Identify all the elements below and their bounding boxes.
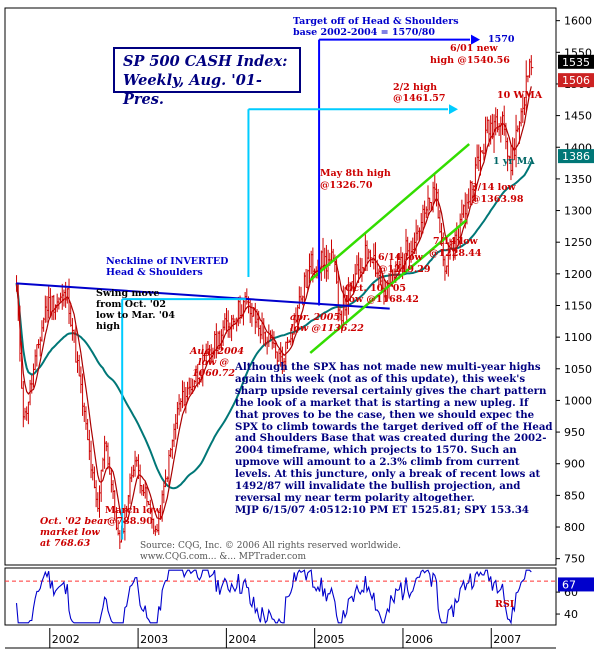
price-badge-bg: [558, 54, 594, 69]
jun01-high-label-1: 6/01 new: [450, 43, 499, 54]
target-label-line1: Target off of Head & Shoulders: [293, 16, 459, 27]
jun14-low-label-1: 6/14 low: [378, 252, 424, 263]
rsi-label: RSI: [495, 599, 515, 610]
rsi-line: [15, 569, 532, 625]
price-tick-label: 1200: [564, 268, 592, 281]
price-tick-label: 1100: [564, 331, 592, 344]
ma-badge: 1386: [562, 150, 590, 163]
source-line1: Source: CQG, Inc. © 2006 All rights rese…: [140, 541, 401, 551]
price-tick-label: 1350: [564, 173, 592, 186]
neckline-label-2: Head & Shoulders: [106, 267, 203, 278]
neckline-line: [16, 282, 390, 310]
channel-upper-line: [309, 143, 470, 282]
price-tick-label: 1450: [564, 110, 592, 123]
wma-badge-bg: [558, 73, 594, 88]
price-tick-label: 1300: [564, 205, 592, 218]
timestamp: 12:10 PM ET 1525.81; SPY 153.34: [333, 503, 530, 516]
rsi-panel-border: [4, 567, 557, 626]
price-tick-label: 950: [564, 426, 585, 439]
source-credit: Source: CQG, Inc. © 2006 All rights rese…: [140, 541, 401, 563]
neckline-label-1: Neckline of INVERTED: [106, 256, 228, 267]
may8-high-label-1: May 8th high: [320, 168, 391, 179]
mar14-low-label-1: 3/14 low: [471, 182, 517, 193]
price-badge: 1535: [562, 56, 590, 69]
jul14-low-label-2: @1228.44: [429, 248, 482, 259]
price-tick-label: 1250: [564, 236, 592, 249]
time-axis: 2002 2003 2004 2005 2006 2007: [49, 628, 521, 648]
oct10-low-label-1: Oct. 10, '05: [345, 283, 406, 294]
commentary-body: Although the SPX has not made new multi-…: [235, 361, 553, 504]
channel-lower-line: [309, 219, 468, 354]
source-line2: www.CQG.com... &... MPTrader.com: [140, 552, 306, 562]
rsi-badge: 67: [562, 578, 576, 591]
aug04-low-label-2: low @: [198, 357, 229, 368]
year-tick-label: 2002: [52, 633, 80, 646]
year-tick-label: 2004: [228, 633, 256, 646]
wma-badge: 1506: [562, 74, 590, 87]
signature: MJP 6/15/07 4:05: [235, 503, 334, 516]
commentary-text: Although the SPX has not made new multi-…: [235, 361, 555, 517]
rsi-tick-label: 40: [564, 608, 578, 621]
swing-label-2: from Oct. '02: [96, 299, 166, 310]
commentary-signature: MJP 6/15/07 4:0512:10 PM ET 1525.81; SPY…: [235, 503, 555, 517]
oct02-low-label-1: Oct. '02 bear: [40, 516, 109, 527]
year-tick-label: 2006: [405, 633, 433, 646]
swing-label-1: Swing move: [96, 288, 159, 299]
may8-high-label-2: @1326.70: [320, 180, 373, 191]
oct02-low-label-3: at 768.63: [40, 538, 91, 549]
chart-title-line1: SP 500 CASH Index:: [123, 53, 288, 70]
oct10-low-label-2: low @1168.42: [345, 294, 419, 305]
jun14-low-label-2: @1219.29: [378, 264, 431, 275]
wma-label: 10 WMA: [497, 90, 543, 101]
aug04-low-label-1: Aug. 2004: [189, 346, 244, 357]
price-tick-label: 1600: [564, 15, 592, 28]
price-tick-label: 850: [564, 489, 585, 502]
projection-arrow-head: [449, 104, 458, 115]
price-tick-label: 1150: [564, 299, 592, 312]
oct02-low-label-2: market low: [40, 527, 100, 538]
target-label-line2: base 2002-2004 = 1570/80: [293, 27, 435, 38]
price-tick-label: 750: [564, 553, 585, 566]
mar03-low-label-1: March low: [105, 505, 162, 516]
price-tick-label: 800: [564, 521, 585, 534]
price-axis: 750 800 850 900 950 1000 1050 1100 1150 1200 1250 1…: [556, 15, 592, 566]
jun01-high-label-2: high @1540.56: [430, 55, 510, 66]
year-tick-label: 2005: [317, 633, 345, 646]
target-arrow-head: [471, 34, 480, 45]
one-year-ma-label: 1 yr MA: [493, 156, 535, 167]
apr05-low-label-1: apr. 2005: [290, 312, 340, 323]
trend-lines: [16, 34, 480, 540]
apr05-low-label-2: low @1136.22: [290, 323, 364, 334]
swing-label-3: low to Mar. '04: [96, 310, 175, 321]
price-tick-label: 1050: [564, 363, 592, 376]
feb02-high-label-2: @1461.57: [393, 93, 445, 104]
value-badges: 1535 1506 1386 67: [558, 54, 594, 592]
aug04-low-label-3: 1060.72: [192, 368, 235, 379]
year-tick-label: 2007: [493, 633, 521, 646]
swing-label-4: high: [96, 321, 120, 332]
jul14-low-label-1: 7/14 low: [433, 236, 479, 247]
rsi-badge-bg: [558, 577, 594, 592]
feb02-high-label-1: 2/2 high: [393, 82, 437, 93]
target-value-label: 1570: [488, 34, 515, 45]
mar03-low-label-2: @788.90: [107, 516, 153, 527]
price-tick-label: 1000: [564, 394, 592, 407]
ma-badge-bg: [558, 149, 594, 164]
mar14-low-label-2: @1363.98: [471, 194, 524, 205]
chart-title-line2: Weekly, Aug. '01-Pres.: [123, 72, 262, 108]
chart-title-box: SP 500 CASH Index: Weekly, Aug. '01-Pres…: [113, 47, 301, 108]
price-tick-label: 900: [564, 458, 585, 471]
year-tick-label: 2003: [140, 633, 168, 646]
